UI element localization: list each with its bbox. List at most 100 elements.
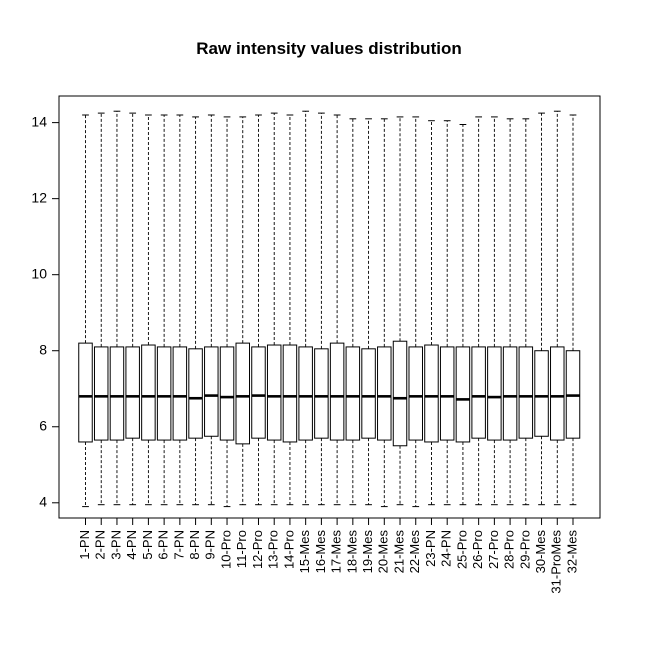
box-iqr bbox=[455, 346, 471, 443]
x-category-label: 23-PN bbox=[423, 530, 438, 567]
box-30-Mes bbox=[534, 112, 549, 506]
box-16-Mes bbox=[314, 112, 329, 506]
x-category-label: 18-Mes bbox=[344, 530, 359, 574]
box-iqr bbox=[314, 348, 329, 439]
x-category-label: 29-Pro bbox=[517, 530, 532, 569]
x-category-label: 22-Mes bbox=[407, 530, 422, 574]
box-iqr bbox=[78, 342, 93, 443]
box-23-PN bbox=[424, 120, 439, 506]
x-category-label: 9-PN bbox=[203, 530, 218, 560]
box-iqr bbox=[251, 346, 266, 439]
box-iqr bbox=[172, 346, 188, 441]
box-iqr bbox=[204, 346, 219, 437]
box-21-Mes bbox=[392, 116, 408, 506]
box-4-PN bbox=[125, 112, 140, 506]
x-category-label: 26-Pro bbox=[470, 530, 485, 569]
box-5-PN bbox=[141, 114, 156, 506]
x-category-label: 7-PN bbox=[171, 530, 186, 560]
y-tick-label: 10 bbox=[31, 265, 47, 281]
box-11-Pro bbox=[235, 116, 251, 506]
box-7-PN bbox=[172, 114, 188, 506]
box-iqr bbox=[502, 346, 518, 441]
box-iqr bbox=[424, 344, 439, 443]
box-18-Mes bbox=[345, 118, 361, 506]
x-category-label: 12-Pro bbox=[250, 530, 265, 569]
y-tick-label: 12 bbox=[31, 189, 47, 205]
x-category-label: 27-Pro bbox=[486, 530, 501, 569]
x-category-label: 24-PN bbox=[439, 530, 454, 567]
box-31-ProMes bbox=[550, 110, 565, 506]
box-iqr bbox=[219, 346, 235, 441]
box-iqr bbox=[487, 346, 502, 441]
box-iqr bbox=[93, 346, 109, 441]
box-13-Pro bbox=[266, 112, 282, 506]
x-category-label: 30-Mes bbox=[533, 530, 548, 574]
box-3-PN bbox=[109, 110, 125, 506]
x-category-label: 25-Pro bbox=[454, 530, 469, 569]
box-27-Pro bbox=[487, 116, 502, 506]
x-category-label: 1-PN bbox=[77, 530, 92, 560]
box-iqr bbox=[282, 344, 298, 443]
y-tick-label: 8 bbox=[39, 341, 47, 357]
box-iqr bbox=[156, 346, 172, 441]
x-category-label: 21-Mes bbox=[391, 530, 406, 574]
box-iqr bbox=[235, 342, 251, 445]
x-category-label: 13-Pro bbox=[266, 530, 281, 569]
boxes bbox=[78, 110, 581, 508]
box-32-Mes bbox=[565, 114, 581, 506]
box-9-PN bbox=[204, 114, 219, 506]
x-category-label: 19-Mes bbox=[360, 530, 375, 574]
box-22-Mes bbox=[408, 116, 423, 508]
x-category-label: 14-Pro bbox=[281, 530, 296, 569]
box-iqr bbox=[392, 340, 408, 447]
x-category-label: 2-PN bbox=[93, 530, 108, 560]
box-2-PN bbox=[93, 112, 109, 506]
box-iqr bbox=[141, 344, 156, 441]
chart-title: Raw intensity values distribution bbox=[196, 39, 461, 58]
x-category-label: 8-PN bbox=[187, 530, 202, 560]
box-iqr bbox=[439, 346, 455, 441]
x-category-label: 16-Mes bbox=[313, 530, 328, 574]
box-25-Pro bbox=[455, 124, 471, 506]
box-iqr bbox=[266, 344, 282, 441]
x-category-label: 11-Pro bbox=[234, 530, 249, 568]
box-iqr bbox=[518, 346, 534, 439]
box-10-Pro bbox=[219, 116, 235, 508]
box-24-PN bbox=[439, 120, 455, 506]
box-14-Pro bbox=[282, 114, 298, 506]
y-tick-label: 6 bbox=[39, 417, 47, 433]
box-15-Mes bbox=[298, 110, 313, 506]
box-1-PN bbox=[78, 114, 93, 508]
box-iqr bbox=[329, 342, 345, 441]
x-category-label: 17-Mes bbox=[329, 530, 344, 574]
x-category-label: 15-Mes bbox=[297, 530, 312, 574]
box-iqr bbox=[361, 348, 376, 439]
x-category-label: 31-ProMes bbox=[549, 530, 564, 594]
x-category-label: 4-PN bbox=[124, 530, 139, 560]
box-17-Mes bbox=[329, 114, 345, 506]
box-iqr bbox=[109, 346, 125, 441]
box-26-Pro bbox=[471, 116, 486, 506]
box-28-Pro bbox=[502, 118, 518, 506]
x-category-label: 32-Mes bbox=[564, 530, 579, 574]
box-iqr bbox=[125, 346, 140, 439]
x-category-label: 28-Pro bbox=[502, 530, 517, 569]
box-29-Pro bbox=[518, 118, 534, 506]
box-iqr bbox=[550, 346, 565, 441]
y-axis: 4 6 8 10 12 14 bbox=[31, 113, 59, 509]
box-iqr bbox=[345, 346, 361, 441]
box-iqr bbox=[298, 346, 313, 441]
x-category-label: 20-Mes bbox=[376, 530, 391, 574]
box-iqr bbox=[408, 346, 423, 441]
box-iqr bbox=[534, 350, 549, 437]
box-iqr bbox=[377, 346, 392, 441]
box-12-Pro bbox=[251, 114, 266, 506]
box-6-PN bbox=[156, 114, 172, 506]
box-iqr bbox=[188, 348, 203, 439]
y-tick-label: 14 bbox=[31, 113, 47, 129]
box-iqr bbox=[471, 346, 486, 439]
box-19-Mes bbox=[361, 118, 376, 506]
plot-border bbox=[58, 95, 601, 519]
